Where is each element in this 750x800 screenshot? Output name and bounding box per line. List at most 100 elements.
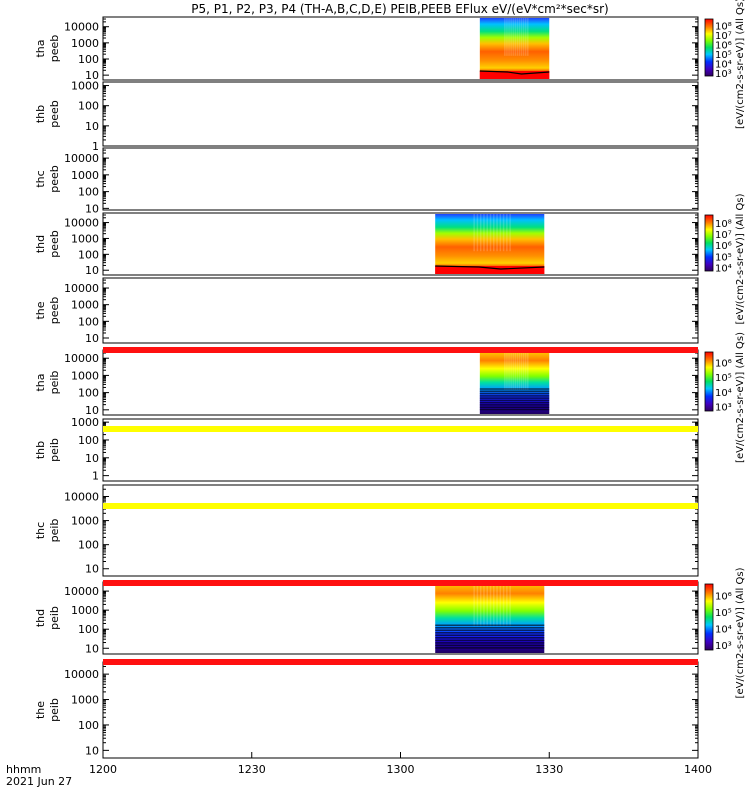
- panel-ylabel: peeb: [48, 297, 61, 325]
- y-tick-label: 10: [85, 452, 99, 465]
- spectrogram-texture: [479, 214, 482, 252]
- y-tick-label: 100: [78, 315, 99, 328]
- spectrogram-texture: [483, 214, 485, 252]
- status-bar-yellow: [103, 426, 698, 432]
- y-tick-label: 1000: [71, 37, 99, 50]
- spectrogram-texture: [527, 18, 529, 56]
- spectrogram-texture: [483, 583, 485, 627]
- y-tick-label: 1000: [71, 80, 99, 93]
- y-tick-label: 1: [92, 470, 99, 483]
- x-tick-label: 1200: [89, 763, 117, 776]
- y-tick-label: 10000: [64, 352, 99, 365]
- panel-frame: [102, 484, 699, 577]
- y-tick-label: 10000: [64, 668, 99, 681]
- spectrogram-texture: [502, 583, 505, 627]
- panel-ylabel: thb: [34, 441, 47, 459]
- colorbar-title: [eV/(cm2-s-sr-eV)] (All Qs): [735, 0, 746, 129]
- spectrogram-texture: [516, 18, 519, 56]
- panel-the-peib: 10 100 1000 10000 the peib: [34, 661, 699, 759]
- panel-the-peeb: 10 100 1000 10000 the peeb: [34, 277, 699, 345]
- low-energy-band: [479, 71, 550, 79]
- panel-frame: [102, 147, 699, 211]
- spectrogram-block: [435, 583, 545, 653]
- status-bar-red: [103, 347, 698, 353]
- status-bar-red: [103, 659, 698, 665]
- spectrogram-texture: [496, 214, 498, 252]
- panel-ylabel: peib: [48, 606, 61, 630]
- spectrogram-texture: [516, 351, 519, 390]
- spectrogram-texture: [518, 351, 521, 390]
- panel-ylabel: peib: [48, 519, 61, 543]
- colorbar-label: 10⁴: [715, 625, 732, 636]
- spectrogram-texture: [504, 351, 506, 390]
- panel-ylabel: tha: [34, 373, 47, 391]
- x-axis: hhmm 2021 Jun 27 1200 1230 1300 1330 1400: [6, 752, 712, 788]
- spectrogram-texture: [479, 583, 482, 627]
- y-tick-label: 10000: [64, 282, 99, 295]
- spectrogram-texture: [510, 351, 512, 390]
- y-tick-label: 100: [78, 719, 99, 732]
- y-tick-label: 100: [78, 53, 99, 66]
- panel-ylabel: thc: [34, 170, 47, 187]
- panel-ylabel: peeb: [48, 230, 61, 258]
- spectrogram-texture: [473, 214, 475, 252]
- colorbar-label: 10⁷: [715, 230, 732, 241]
- panel-ylabel: peeb: [48, 165, 61, 193]
- figure-title: P5, P1, P2, P3, P4 (TH-A,B,C,D,E) PEIB,P…: [191, 2, 608, 16]
- spectrogram-block: [435, 214, 545, 274]
- colorbar: [704, 583, 714, 651]
- spectrogram-texture: [520, 18, 523, 56]
- spectrogram-texture: [493, 214, 495, 252]
- spectrogram-texture: [509, 214, 511, 252]
- y-tick-label: 1000: [71, 604, 99, 617]
- spectrogram-texture: [506, 18, 508, 56]
- panel-ylabel: thb: [34, 105, 47, 123]
- spectrogram-texture: [509, 583, 511, 627]
- spectrogram-texture: [476, 583, 479, 627]
- y-tick-label: 10: [85, 69, 99, 82]
- panel-ylabel: peib: [48, 438, 61, 462]
- spectrogram-texture: [524, 351, 527, 390]
- spectrogram-texture: [506, 583, 508, 627]
- colorbar-label: 10⁸: [715, 22, 732, 33]
- panel-ylabel: thc: [34, 522, 47, 539]
- x-tick-label: 1230: [238, 763, 266, 776]
- spectrogram-texture: [506, 351, 508, 390]
- colorbar-label: 10⁵: [715, 50, 732, 61]
- panel-ylabel: thd: [34, 235, 47, 253]
- y-tick-label: 10000: [64, 21, 99, 34]
- panel-ylabel: tha: [34, 39, 47, 57]
- colorbar-label: 10⁴: [715, 388, 732, 399]
- colorbar-title: [eV/(cm2-s-sr-eV)] (All Qs): [735, 332, 746, 463]
- y-tick-label: 10: [85, 642, 99, 655]
- colorbar-label: 10⁶: [715, 41, 732, 52]
- y-tick-label: 100: [78, 539, 99, 552]
- panel-ylabel: peib: [48, 371, 61, 395]
- spectrogram-texture: [504, 18, 506, 56]
- x-axis-caption-date: 2021 Jun 27: [6, 775, 72, 788]
- spectrogram-texture: [506, 214, 508, 252]
- spectrogram-texture: [493, 583, 495, 627]
- y-tick-label: 1000: [71, 416, 99, 429]
- y-tick-label: 10000: [64, 585, 99, 598]
- panel-ylabel: the: [34, 701, 47, 719]
- panel-ylabel: peib: [48, 698, 61, 722]
- colorbar-label: 10⁶: [715, 592, 732, 603]
- colorbar-label: 10³: [715, 403, 732, 414]
- spectrogram-block: [479, 351, 550, 414]
- panel-thc-peeb: 10 100 1000 10000 thc peeb: [34, 147, 699, 215]
- panel-ylabel: peeb: [48, 100, 61, 128]
- x-axis-caption-hhmm: hhmm: [6, 763, 41, 776]
- colorbar-label: 10³: [715, 641, 732, 652]
- panel-frame: [102, 661, 699, 759]
- spectrogram-texture: [518, 18, 521, 56]
- spectrogram-texture: [486, 214, 488, 252]
- spectrogram-texture: [499, 214, 502, 252]
- panel-ylabel: peeb: [48, 35, 61, 63]
- colorbar-label: 10⁴: [715, 264, 732, 275]
- y-tick-label: 100: [78, 623, 99, 636]
